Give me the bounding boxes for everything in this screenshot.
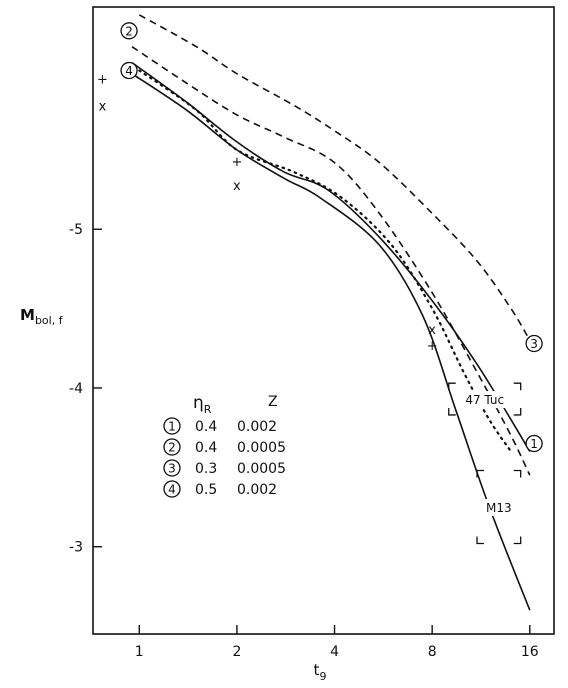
cross-marker: x (233, 179, 241, 194)
curve-label-3: 3 (525, 334, 543, 353)
legend-symbol (163, 480, 181, 498)
y-tick-label: -5 (69, 222, 83, 238)
legend: ηR Z 1 0.4 0.002 2 0.4 0.0005 3 0.3 0.0005 4 0.5 0.… (163, 393, 286, 498)
curve-labels: 2 4 3 1 (120, 22, 543, 453)
curve-2 (131, 46, 531, 476)
x-axis-ticks: 1 2 4 8 16 (135, 625, 539, 660)
legend-symbol (163, 417, 181, 435)
region-label: 47 Tuc (465, 393, 504, 407)
cross-marker: x (428, 323, 436, 338)
x-tick-label: 8 (428, 644, 437, 660)
legend-row: 3 0.3 0.0005 (163, 459, 286, 477)
legend-eta-value: 0.4 (195, 440, 217, 456)
legend-symbol-label: 2 (168, 441, 176, 455)
cross-marker: x (99, 99, 107, 114)
x-tick-label: 1 (135, 644, 144, 660)
region-m13: M13 (476, 469, 522, 545)
legend-z-value: 0.0005 (237, 440, 286, 456)
y-tick-label: -3 (69, 540, 83, 556)
legend-z-value: 0.002 (237, 419, 277, 435)
curve-3 (138, 14, 531, 341)
curve-4 (131, 73, 531, 611)
x-tick-label: 2 (232, 644, 241, 660)
region-47-tuc: 47 Tuc (448, 382, 522, 416)
curve-label-4: 4 (120, 61, 138, 80)
svg-text:4: 4 (125, 64, 133, 78)
x-axis-label: t9 (314, 661, 327, 683)
legend-header-z: Z (268, 394, 278, 410)
legend-symbol (163, 459, 181, 477)
x-tick-label: 4 (330, 644, 339, 660)
data-markers: +x+xx+ (97, 72, 438, 354)
legend-eta-value: 0.3 (195, 461, 217, 477)
legend-z-value: 0.0005 (237, 461, 286, 477)
legend-row: 1 0.4 0.002 (163, 417, 277, 435)
legend-row: 2 0.4 0.0005 (163, 438, 286, 456)
plus-marker: + (231, 155, 242, 170)
plot-frame (92, 6, 555, 635)
legend-header-eta: ηR (193, 393, 212, 416)
cluster-regions: 47 Tuc M13 (448, 382, 522, 545)
plus-marker: + (97, 72, 108, 87)
curves (131, 14, 531, 611)
y-axis-ticks: -5 -4 -3 (69, 222, 102, 556)
legend-row: 4 0.5 0.002 (163, 480, 277, 498)
y-tick-label: -4 (69, 381, 83, 397)
curve-label-2: 2 (120, 22, 138, 40)
svg-text:3: 3 (530, 337, 538, 351)
curve-1 (131, 61, 531, 452)
x-tick-label: 16 (521, 644, 539, 660)
curve-label-1: 1 (525, 434, 543, 453)
region-label: M13 (486, 501, 512, 515)
y-axis-label: Mbol, f (20, 306, 64, 327)
svg-text:1: 1 (530, 437, 538, 451)
legend-eta-value: 0.4 (195, 419, 217, 435)
legend-symbol-label: 4 (168, 483, 176, 497)
svg-text:2: 2 (125, 24, 133, 38)
plus-marker: + (427, 339, 438, 354)
legend-symbol (163, 438, 181, 456)
legend-z-value: 0.002 (237, 482, 277, 498)
legend-symbol-label: 1 (168, 420, 176, 434)
legend-eta-value: 0.5 (195, 482, 217, 498)
legend-symbol-label: 3 (168, 462, 176, 476)
